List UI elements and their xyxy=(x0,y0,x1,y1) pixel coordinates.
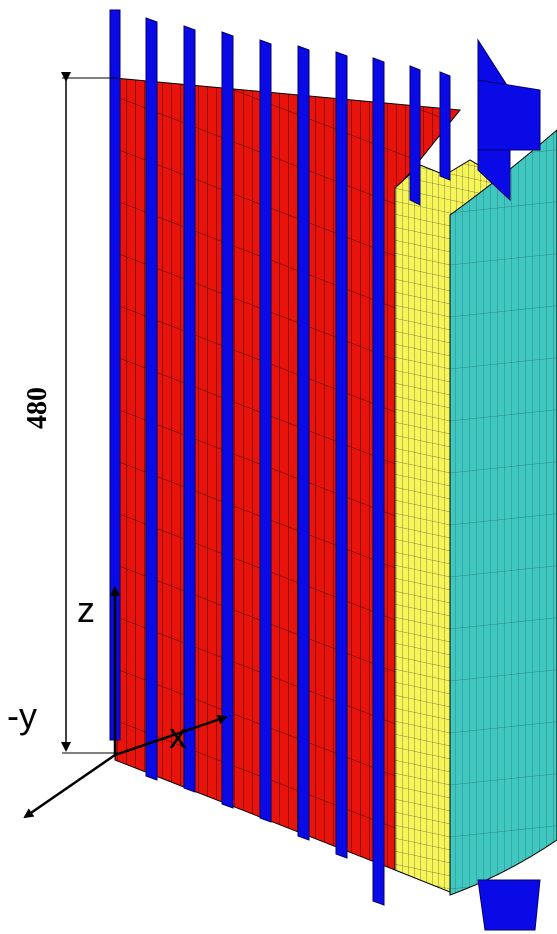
mesh-figure: 480 z -y x xyxy=(0,0,557,934)
dimension-label: 480 xyxy=(22,387,53,429)
z-label: z xyxy=(77,589,95,630)
y-axis xyxy=(25,755,115,817)
page: 480 z -y x (() => { const data = JSON.pa… xyxy=(0,0,557,934)
dimension: 480 xyxy=(22,78,118,753)
cyan-region xyxy=(450,130,557,895)
x-label: x xyxy=(169,715,187,756)
y-label: -y xyxy=(7,695,37,736)
